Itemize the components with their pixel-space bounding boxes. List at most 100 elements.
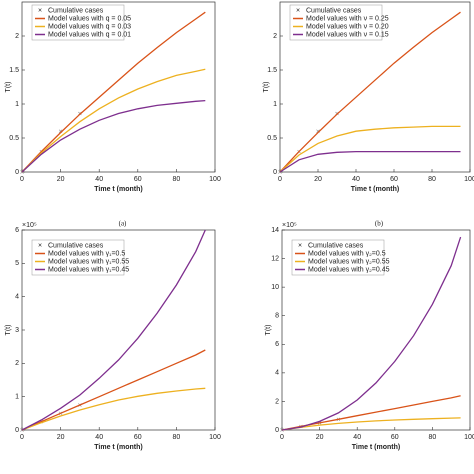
- legend-box: [289, 4, 383, 41]
- y-tick-label: 1.5: [267, 67, 277, 74]
- x-tick-label: 20: [57, 176, 65, 183]
- legend-label: Model values with q = 0.03: [48, 23, 131, 30]
- model-line: [279, 125, 461, 173]
- x-tick-label: 80: [173, 434, 181, 441]
- x-tick-label: 100: [464, 176, 474, 183]
- x-tick-label: 20: [314, 176, 322, 183]
- model-line: [21, 68, 206, 173]
- legend-marker: ×: [298, 242, 302, 249]
- y-tick-label: 8: [275, 313, 279, 320]
- x-tick-label: 0: [20, 176, 24, 183]
- x-axis-label: Time t (month): [351, 186, 399, 193]
- x-tick-label: 80: [428, 176, 436, 183]
- x-tick-label: 100: [209, 434, 221, 441]
- model-line: [279, 11, 461, 173]
- x-tick-label: 0: [20, 434, 24, 441]
- panel-label: (a): [119, 220, 127, 228]
- legend-label: Cumulative cases: [308, 242, 364, 249]
- model-line: [21, 11, 206, 173]
- y-tick-label: 4: [275, 370, 279, 377]
- y-axis-label: T(t): [263, 82, 270, 93]
- model-line: [281, 417, 461, 431]
- panel-label: (b): [375, 220, 384, 228]
- legend-label: Model values with γ₂=0.55: [308, 258, 390, 265]
- legend-label: Model values with γ₁=0.5: [48, 250, 125, 257]
- y-tick-label: 1: [273, 101, 277, 108]
- legend-label: Model values with q = 0.01: [48, 31, 131, 38]
- legend-label: Model values with γ₁=0.55: [48, 258, 129, 265]
- model-line: [21, 99, 206, 173]
- x-tick-label: 20: [57, 434, 65, 441]
- x-axis-label: Time t (month): [94, 186, 142, 193]
- y-tick-label: 1: [15, 101, 19, 108]
- model-line: [21, 229, 206, 431]
- x-tick-label: 100: [464, 434, 474, 441]
- x-tick-label: 40: [95, 176, 103, 183]
- y-tick-label: 0: [275, 427, 279, 434]
- legend-marker: ×: [38, 7, 42, 14]
- x-tick-label: 40: [353, 434, 361, 441]
- legend-marker: ×: [296, 7, 300, 14]
- y-tick-label: 12: [271, 255, 279, 262]
- legend-marker: ×: [38, 242, 42, 249]
- x-tick-label: 0: [280, 434, 284, 441]
- model-line: [21, 387, 206, 431]
- x-tick-label: 60: [134, 434, 142, 441]
- y-tick-label: 2: [275, 398, 279, 405]
- legend-label: Cumulative cases: [306, 7, 362, 14]
- axis-exponent: ×10⁵: [282, 222, 297, 229]
- x-axis-label: Time t (month): [352, 444, 400, 451]
- plot-frame: [279, 1, 471, 173]
- legend-label: Model values with γ₂=0.45: [308, 266, 390, 273]
- y-tick-label: 14: [271, 227, 279, 234]
- legend-label: Model values with ν = 0.20: [306, 23, 389, 30]
- y-tick-label: 0: [273, 169, 277, 176]
- y-tick-label: 1: [15, 394, 19, 401]
- x-tick-label: 60: [391, 434, 399, 441]
- legend-box: [291, 239, 385, 276]
- y-tick-label: 5: [15, 260, 19, 267]
- y-tick-label: 0.5: [9, 135, 19, 142]
- legend-label: Cumulative cases: [48, 7, 104, 14]
- legend-label: Model values with ν = 0.15: [306, 31, 389, 38]
- x-tick-label: 60: [390, 176, 398, 183]
- x-tick-label: 60: [134, 176, 142, 183]
- x-axis-label: Time t (month): [94, 444, 142, 451]
- y-tick-label: 10: [271, 284, 279, 291]
- x-tick-label: 80: [173, 176, 181, 183]
- y-tick-label: 1.5: [9, 67, 19, 74]
- axis-exponent: ×10⁵: [22, 222, 37, 229]
- x-tick-label: 40: [95, 434, 103, 441]
- y-tick-label: 6: [15, 227, 19, 234]
- y-tick-label: 2: [273, 33, 277, 40]
- legend-label: Model values with q = 0.05: [48, 15, 131, 22]
- x-tick-label: 20: [316, 434, 324, 441]
- y-tick-label: 2: [15, 33, 19, 40]
- y-tick-label: 0.5: [267, 135, 277, 142]
- y-axis-label: T(t): [5, 82, 12, 93]
- y-tick-label: 4: [15, 294, 19, 301]
- y-tick-label: 6: [275, 341, 279, 348]
- y-axis-label: T(t): [5, 325, 12, 336]
- y-tick-label: 0: [15, 169, 19, 176]
- legend-label: Model values with ν = 0.25: [306, 15, 389, 22]
- legend-label: Cumulative cases: [48, 242, 104, 249]
- y-axis-label: T(t): [265, 325, 272, 336]
- model-line: [21, 349, 206, 431]
- legend-label: Model values with γ₂=0.5: [308, 250, 386, 257]
- model-line: [279, 150, 461, 173]
- x-tick-label: 0: [278, 176, 282, 183]
- plot-frame: [21, 1, 216, 173]
- y-tick-label: 0: [15, 427, 19, 434]
- x-tick-label: 80: [429, 434, 437, 441]
- legend-label: Model values with γ₁=0.45: [48, 266, 129, 273]
- model-line: [281, 236, 462, 431]
- plot-frame: [281, 229, 471, 431]
- legend-box: [31, 4, 125, 41]
- legend-box: [31, 239, 125, 276]
- x-tick-label: 100: [209, 176, 221, 183]
- y-tick-label: 3: [15, 327, 19, 334]
- y-tick-label: 2: [15, 360, 19, 367]
- x-tick-label: 40: [352, 176, 360, 183]
